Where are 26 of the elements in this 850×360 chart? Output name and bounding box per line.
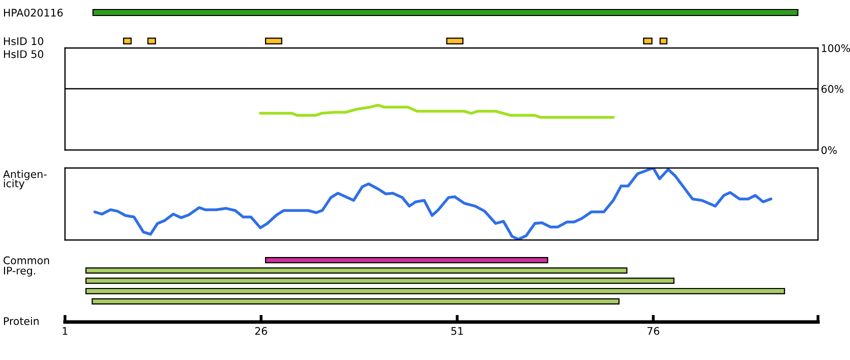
bar: [123, 38, 132, 44]
y-tick-label: Common: [4, 256, 50, 264]
y-tick-label: 0%: [821, 146, 837, 154]
x-tick-label: 76: [648, 327, 660, 335]
x-tick-label: 51: [451, 327, 463, 335]
bar: [85, 267, 628, 274]
y-axis-title: HsID 50: [4, 50, 44, 58]
bar: [446, 38, 464, 44]
bar: [92, 298, 620, 305]
y-tick-label: IP-reg.: [4, 266, 36, 277]
x-tick-label: 26: [255, 327, 268, 335]
y-tick-label: 100%: [822, 44, 850, 52]
x-axis-title: Protein: [4, 316, 39, 326]
line-series: [258, 104, 615, 119]
bar: [265, 38, 282, 44]
bar: [660, 38, 668, 44]
bar: [643, 38, 652, 44]
bar: [85, 288, 786, 294]
bar: [265, 257, 548, 264]
y-tick-label: HsID 10: [4, 37, 44, 46]
bar: [85, 278, 674, 284]
y-axis-title: Antigen- icity: [3, 170, 47, 190]
y-tick-label: HPA020116: [4, 8, 63, 17]
x-tick-label: 1: [62, 327, 68, 335]
bar: [147, 38, 156, 44]
y-tick-label: 60%: [822, 85, 844, 93]
